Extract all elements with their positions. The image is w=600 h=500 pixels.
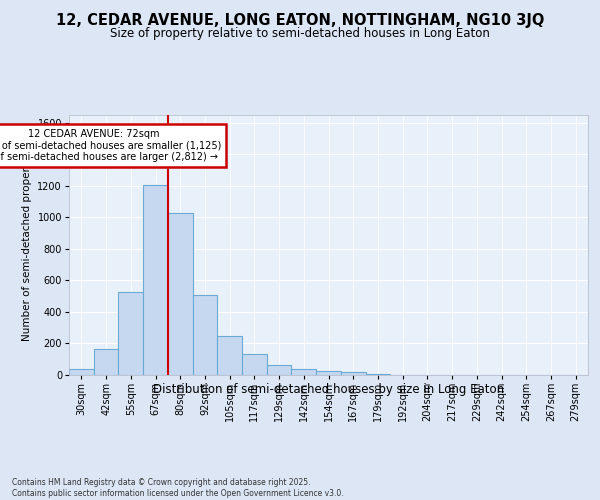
Text: 12, CEDAR AVENUE, LONG EATON, NOTTINGHAM, NG10 3JQ: 12, CEDAR AVENUE, LONG EATON, NOTTINGHAM… [56, 12, 544, 28]
Bar [69, 369, 94, 375]
Y-axis label: Number of semi-detached properties: Number of semi-detached properties [22, 148, 32, 342]
Text: Contains HM Land Registry data © Crown copyright and database right 2025.
Contai: Contains HM Land Registry data © Crown c… [12, 478, 344, 498]
Bar [267, 365, 292, 375]
Bar [217, 336, 242, 375]
Bar [341, 372, 365, 375]
Text: 12 CEDAR AVENUE: 72sqm
← 29% of semi-detached houses are smaller (1,125)
71% of : 12 CEDAR AVENUE: 72sqm ← 29% of semi-det… [0, 129, 221, 162]
Bar [193, 296, 217, 375]
Bar [242, 354, 267, 375]
Bar [168, 212, 193, 375]
Bar [316, 371, 341, 375]
Bar [365, 374, 390, 375]
Bar [292, 369, 316, 375]
Bar [94, 350, 118, 375]
Bar [118, 292, 143, 375]
Text: Distribution of semi-detached houses by size in Long Eaton: Distribution of semi-detached houses by … [153, 382, 505, 396]
Bar [143, 185, 168, 375]
Text: Size of property relative to semi-detached houses in Long Eaton: Size of property relative to semi-detach… [110, 28, 490, 40]
